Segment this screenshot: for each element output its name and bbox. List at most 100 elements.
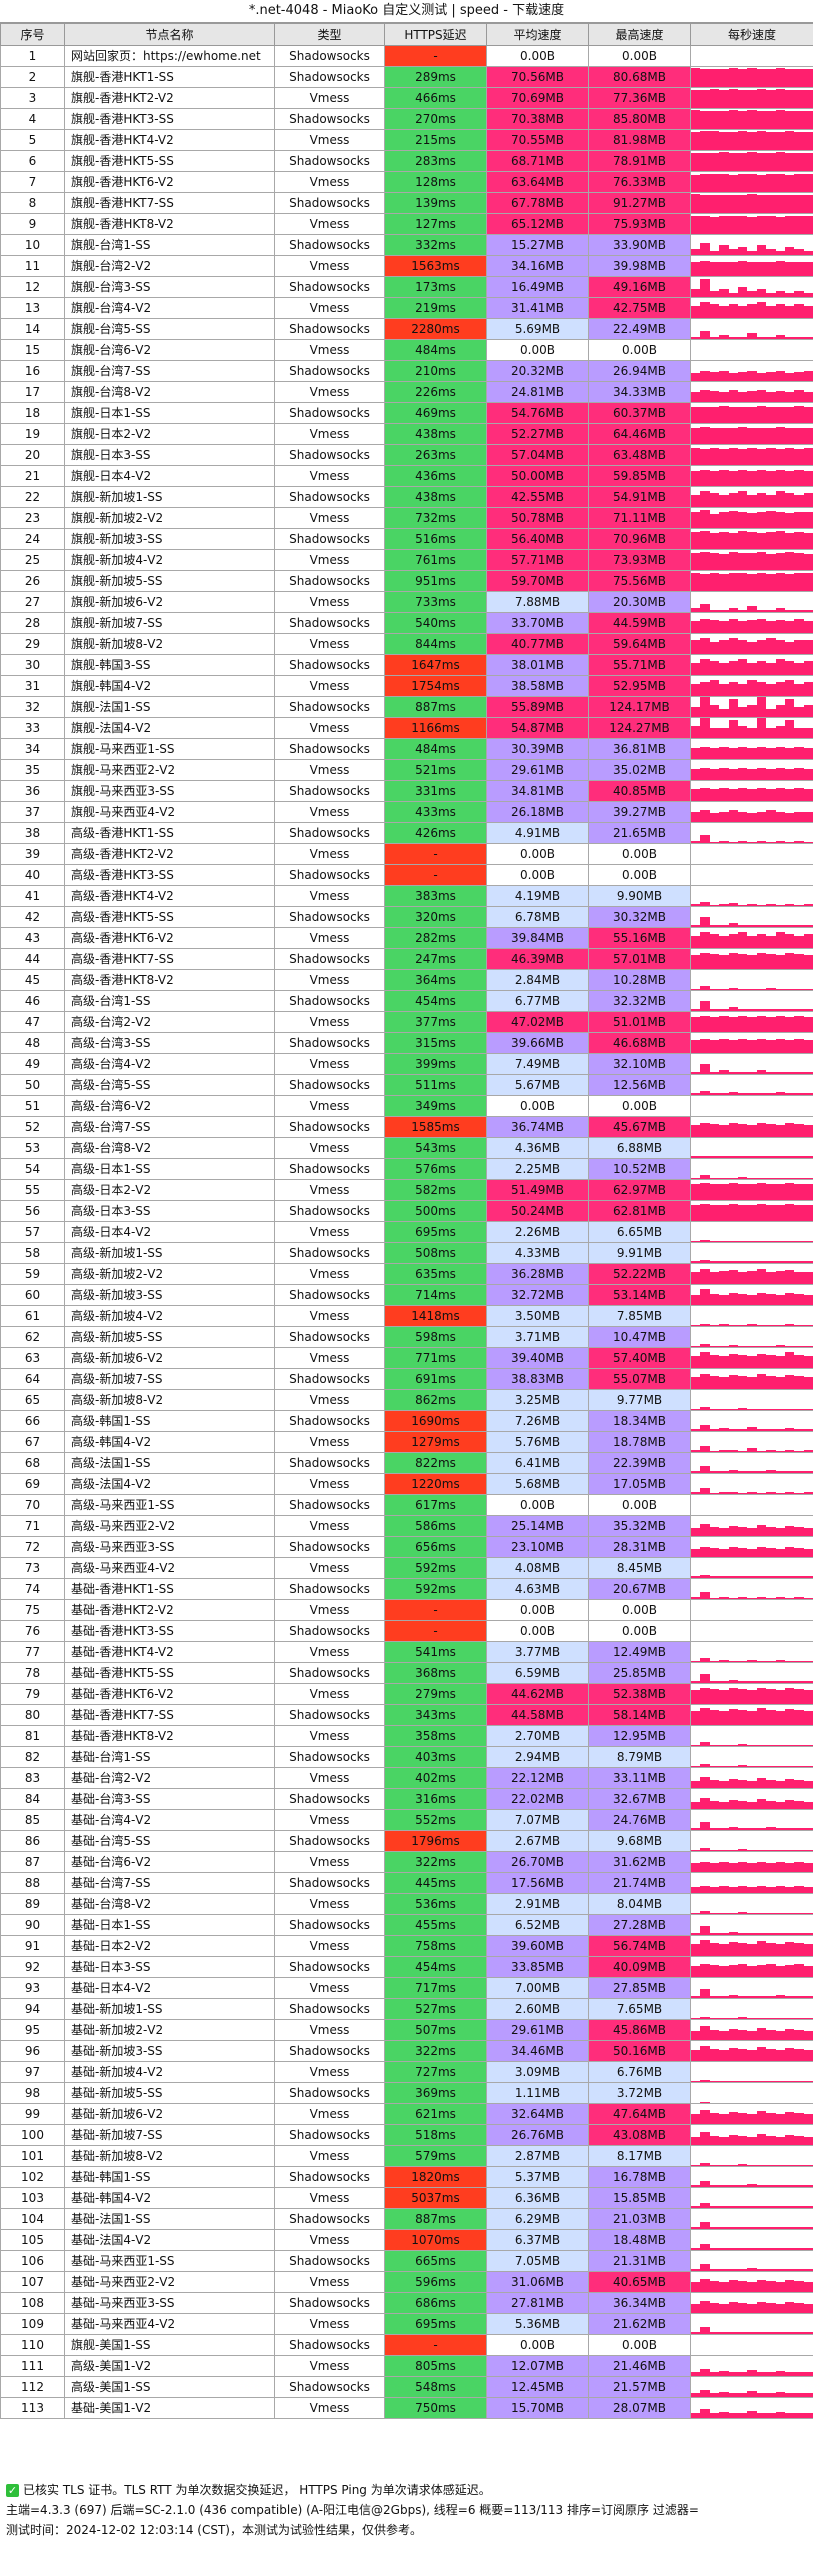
table-row: 82 基础-台湾1-SS Shadowsocks 403ms 2.94MB 8.79MB — [0, 1746, 813, 1768]
row-index: 14 — [0, 318, 65, 340]
table-row: 83 基础-台湾2-V2 Vmess 402ms 22.12MB 33.11MB — [0, 1767, 813, 1789]
per-second-sparkline — [691, 887, 813, 906]
per-second-sparkline — [691, 2210, 813, 2229]
sparkline-bar — [747, 2165, 757, 2166]
sparkline-bar — [756, 2227, 767, 2229]
sparkline-bar — [728, 1072, 738, 1074]
sparkline-bar — [794, 304, 804, 318]
sparkline-bar — [691, 1184, 701, 1200]
table-row: 87 基础-台湾6-V2 Vmess 322ms 26.70MB 31.62MB — [0, 1851, 813, 1873]
sparkline-bar — [775, 89, 785, 108]
sparkline-bar — [719, 1862, 729, 1872]
header-https-delay: HTTPS延迟 — [384, 23, 487, 46]
sparkline-bar — [747, 1178, 757, 1179]
sparkline-bar — [737, 2113, 748, 2124]
sparkline-bar — [794, 1710, 804, 1725]
sparkline-bar — [737, 1780, 748, 1788]
row-average-speed: 2.70MB — [486, 1725, 589, 1747]
sparkline-bar — [784, 1204, 795, 1221]
sparkline-bar — [803, 989, 813, 990]
sparkline-bar — [747, 532, 757, 549]
sparkline-bar — [775, 726, 785, 738]
per-second-sparkline — [691, 1832, 813, 1851]
row-type: Vmess — [274, 1557, 385, 1579]
per-second-sparkline — [691, 1790, 813, 1809]
row-index: 94 — [0, 1998, 65, 2020]
sparkline-bar — [691, 110, 701, 129]
sparkline-bar — [766, 69, 776, 87]
sparkline-bar — [803, 1093, 813, 1095]
sparkline-bar — [700, 195, 710, 213]
row-node-name: 基础-台湾5-SS — [64, 1830, 275, 1852]
row-per-second-chart — [690, 1704, 813, 1726]
sparkline-bar — [728, 2372, 738, 2376]
row-type: Vmess — [274, 843, 385, 865]
row-average-speed: 0.00B — [486, 1620, 589, 1642]
sparkline-bar — [775, 932, 785, 948]
sparkline-bar — [747, 1040, 757, 1053]
row-type: Shadowsocks — [274, 1410, 385, 1432]
sparkline-bar — [775, 2114, 785, 2124]
per-second-sparkline — [691, 2126, 813, 2145]
row-average-speed: 5.37MB — [486, 2166, 589, 2188]
sparkline-bar — [803, 2018, 813, 2019]
per-second-sparkline — [691, 1769, 813, 1788]
row-per-second-chart — [690, 402, 813, 424]
sparkline-bar — [737, 1681, 748, 1683]
sparkline-bar — [803, 2031, 813, 2040]
row-per-second-chart — [690, 1179, 813, 1201]
per-second-sparkline — [691, 1685, 813, 1704]
per-second-sparkline — [691, 1055, 813, 1074]
row-type: Shadowsocks — [274, 1578, 385, 1600]
row-node-name: 高级-韩国1-SS — [64, 1410, 275, 1432]
row-per-second-chart — [690, 738, 813, 760]
per-second-sparkline — [691, 2273, 813, 2292]
sparkline-bar — [747, 68, 757, 87]
sparkline-bar — [784, 2135, 795, 2145]
row-average-speed: 70.38MB — [486, 108, 589, 130]
sparkline-bar — [737, 1429, 748, 1431]
table-row: 98 基础-新加坡5-SS Shadowsocks 369ms 1.11MB 3.72MB — [0, 2082, 813, 2104]
row-type: Vmess — [274, 255, 385, 277]
sparkline-bar — [747, 936, 757, 948]
sparkline-bar — [775, 1828, 785, 1830]
sparkline-bar — [700, 1175, 710, 1179]
row-node-name: 高级-新加坡1-SS — [64, 1242, 275, 1264]
sparkline-bar — [756, 1933, 767, 1935]
row-https-delay: 215ms — [384, 129, 487, 151]
row-max-speed: 9.77MB — [588, 1389, 691, 1411]
sparkline-bar — [719, 1492, 729, 1494]
per-second-sparkline — [691, 2168, 813, 2187]
row-node-name: 高级-香港HKT2-V2 — [64, 843, 275, 865]
row-max-speed: 35.32MB — [588, 1515, 691, 1537]
table-row: 22 旗舰-新加坡1-SS Shadowsocks 438ms 42.55MB 54.91… — [0, 486, 813, 508]
sparkline-bar — [691, 1125, 701, 1137]
sparkline-bar — [719, 621, 729, 633]
sparkline-bar — [728, 1850, 738, 1851]
sparkline-bar — [784, 1887, 795, 1893]
row-average-speed: 51.49MB — [486, 1179, 589, 1201]
table-row: 88 基础-台湾7-SS Shadowsocks 445ms 17.56MB 21.74M… — [0, 1872, 813, 1894]
row-https-delay: 656ms — [384, 1536, 487, 1558]
row-index: 109 — [0, 2313, 65, 2335]
sparkline-bar — [794, 1325, 804, 1326]
sparkline-bar — [700, 552, 710, 570]
row-https-delay: 127ms — [384, 213, 487, 235]
sparkline-bar — [794, 1527, 804, 1536]
sparkline-bar — [728, 682, 738, 696]
row-index: 34 — [0, 738, 65, 760]
row-https-delay: 727ms — [384, 2061, 487, 2083]
sparkline-bar — [728, 1965, 738, 1977]
per-second-sparkline — [691, 1538, 813, 1557]
row-per-second-chart — [690, 1305, 813, 1327]
sparkline-bar — [756, 2165, 767, 2166]
sparkline-bar — [719, 1913, 729, 1914]
row-index: 9 — [0, 213, 65, 235]
row-per-second-chart — [690, 654, 813, 676]
sparkline-bar — [784, 2372, 795, 2376]
sparkline-bar — [747, 2031, 757, 2040]
row-index: 2 — [0, 66, 65, 88]
table-row: 13 旗舰-台湾4-V2 Vmess 219ms 31.41MB 42.75MB — [0, 297, 813, 319]
sparkline-bar — [719, 1377, 729, 1389]
row-index: 6 — [0, 150, 65, 172]
